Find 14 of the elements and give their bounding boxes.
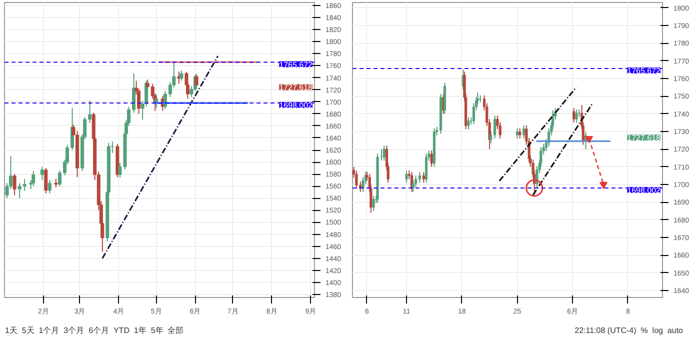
candlestick — [180, 70, 184, 82]
text: 1天 5天 1个月 3个月 6个月 YTD 1年 5年 全部 — [5, 326, 184, 335]
candlestick — [48, 180, 52, 194]
ref-line-label: 1698.002 — [279, 101, 314, 110]
candlestick — [32, 170, 36, 187]
candlestick — [40, 166, 44, 181]
candlestick — [12, 174, 16, 196]
candlestick — [44, 168, 48, 194]
annotation: 1727.618 — [627, 134, 662, 143]
ref-line-label: 1765.672 — [279, 60, 314, 70]
text: 22:11:08 (UTC-4) % log auto — [574, 326, 683, 335]
ref-line-label: 1698.002 — [627, 186, 662, 195]
ref-line-label: 1765.672 — [627, 66, 662, 76]
annotation: 1727.618 — [279, 83, 314, 92]
